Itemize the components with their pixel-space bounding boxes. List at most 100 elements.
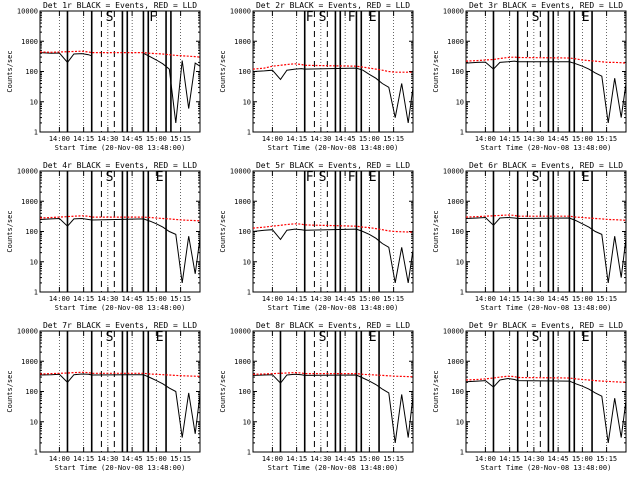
y-axis-label: Counts/sec bbox=[219, 370, 227, 412]
annotation-letter: S bbox=[106, 330, 114, 345]
panel-title: Det 8r BLACK = Events, RED = LLD bbox=[256, 321, 410, 330]
y-axis-label: Counts/sec bbox=[6, 210, 14, 252]
y-tick-label: 100 bbox=[238, 388, 251, 396]
lld-series-line bbox=[252, 63, 413, 73]
y-tick-label: 1 bbox=[460, 129, 464, 137]
y-tick-label: 10 bbox=[30, 258, 38, 266]
y-tick-label: 1000 bbox=[234, 198, 251, 206]
y-tick-label: 1 bbox=[247, 129, 251, 137]
panel-title: Det 7r BLACK = Events, RED = LLD bbox=[43, 321, 197, 330]
x-tick-label: 15:15 bbox=[383, 135, 404, 143]
plot-frame bbox=[465, 10, 627, 133]
x-tick-label: 15:00 bbox=[359, 295, 380, 303]
x-tick-label: 14:45 bbox=[548, 295, 569, 303]
y-tick-label: 1 bbox=[247, 449, 251, 457]
events-series-line bbox=[465, 216, 627, 283]
x-tick-label: 14:30 bbox=[97, 295, 118, 303]
annotation-letter: F bbox=[306, 170, 314, 185]
y-tick-label: 1000 bbox=[447, 358, 464, 366]
lld-series-line bbox=[465, 56, 627, 64]
plot-frame bbox=[39, 10, 201, 133]
x-tick-label: 14:30 bbox=[310, 295, 331, 303]
x-tick-label: 15:15 bbox=[383, 295, 404, 303]
plot-frame bbox=[39, 170, 201, 293]
x-tick-label: 15:00 bbox=[572, 455, 593, 463]
events-series-line bbox=[252, 373, 414, 443]
annotation-letter: S bbox=[319, 170, 327, 185]
x-tick-label: 14:00 bbox=[49, 295, 70, 303]
x-tick-label: 14:15 bbox=[73, 295, 94, 303]
y-tick-label: 1 bbox=[247, 289, 251, 297]
y-tick-label: 10000 bbox=[230, 168, 251, 176]
detector-panel-9: Det 9r BLACK = Events, RED = LLD 1 10 100 10… bbox=[432, 321, 627, 472]
panel-title: Det 4r BLACK = Events, RED = LLD bbox=[43, 161, 197, 170]
panel-title: Det 9r BLACK = Events, RED = LLD bbox=[469, 321, 623, 330]
events-series-line bbox=[39, 373, 201, 438]
x-tick-label: 14:00 bbox=[262, 135, 283, 143]
y-tick-label: 10000 bbox=[230, 8, 251, 16]
y-tick-label: 1000 bbox=[234, 38, 251, 46]
panel-title: Det 6r BLACK = Events, RED = LLD bbox=[469, 161, 623, 170]
y-tick-label: 10 bbox=[30, 418, 38, 426]
panel-title: Det 5r BLACK = Events, RED = LLD bbox=[256, 161, 410, 170]
x-tick-label: 14:15 bbox=[499, 135, 520, 143]
annotation-letter: E bbox=[582, 170, 590, 185]
x-tick-label: 14:00 bbox=[49, 455, 70, 463]
x-tick-label: 14:30 bbox=[523, 295, 544, 303]
x-axis-label: Start Time (20-Nov-08 13:48:00) bbox=[268, 304, 399, 312]
y-tick-label: 10 bbox=[243, 98, 251, 106]
x-axis-label: Start Time (20-Nov-08 13:48:00) bbox=[55, 464, 186, 472]
events-series-line bbox=[465, 377, 627, 443]
x-tick-label: 15:15 bbox=[170, 135, 191, 143]
events-series-line bbox=[39, 52, 201, 123]
annotation-letter: F bbox=[348, 170, 356, 185]
y-axis-label: Counts/sec bbox=[432, 210, 440, 252]
annotation-letter: S bbox=[106, 170, 114, 185]
y-axis-label: Counts/sec bbox=[432, 370, 440, 412]
events-series-line bbox=[39, 217, 201, 283]
x-tick-label: 14:00 bbox=[49, 135, 70, 143]
detector-panel-6: Det 6r BLACK = Events, RED = LLD 1 10 100 10… bbox=[432, 161, 627, 312]
y-tick-label: 10 bbox=[456, 258, 464, 266]
panel-title: Det 2r BLACK = Events, RED = LLD bbox=[256, 1, 410, 10]
annotation-letter: S bbox=[532, 170, 540, 185]
detector-panel-2: Det 2r BLACK = Events, RED = LLD 1 10 100 10… bbox=[219, 1, 414, 152]
detector-panel-5: Det 5r BLACK = Events, RED = LLD 1 10 100 10… bbox=[219, 161, 414, 312]
y-tick-label: 100 bbox=[25, 228, 38, 236]
annotation-letter: E bbox=[369, 10, 377, 25]
detector-panel-7: Det 7r BLACK = Events, RED = LLD 1 10 100 10… bbox=[6, 321, 201, 472]
detector-panel-3: Det 3r BLACK = Events, RED = LLD 1 10 100 10… bbox=[432, 1, 627, 152]
x-tick-label: 14:00 bbox=[262, 295, 283, 303]
y-tick-label: 10000 bbox=[17, 328, 38, 336]
x-tick-label: 15:00 bbox=[146, 455, 167, 463]
panel-title: Det 3r BLACK = Events, RED = LLD bbox=[469, 1, 623, 10]
x-tick-label: 15:15 bbox=[596, 295, 617, 303]
x-tick-label: 14:15 bbox=[73, 455, 94, 463]
y-axis-label: Counts/sec bbox=[432, 50, 440, 92]
annotation-letter: S bbox=[106, 10, 114, 25]
x-tick-label: 14:15 bbox=[286, 455, 307, 463]
y-tick-label: 10000 bbox=[17, 168, 38, 176]
annotation-letter: E bbox=[369, 330, 377, 345]
x-tick-label: 15:00 bbox=[572, 135, 593, 143]
x-tick-label: 14:45 bbox=[335, 295, 356, 303]
x-tick-label: 15:15 bbox=[596, 135, 617, 143]
plot-frame bbox=[465, 170, 627, 293]
y-axis-label: Counts/sec bbox=[6, 50, 14, 92]
x-tick-label: 14:45 bbox=[122, 135, 143, 143]
events-series-line bbox=[465, 60, 627, 123]
events-series-line bbox=[252, 228, 414, 283]
lld-series-line bbox=[252, 223, 414, 233]
y-tick-label: 1000 bbox=[21, 38, 38, 46]
x-tick-label: 14:00 bbox=[475, 135, 496, 143]
x-tick-label: 15:00 bbox=[146, 295, 167, 303]
x-tick-label: 15:15 bbox=[596, 455, 617, 463]
x-tick-label: 15:00 bbox=[359, 135, 380, 143]
y-tick-label: 10 bbox=[456, 98, 464, 106]
y-tick-label: 10000 bbox=[17, 8, 38, 16]
x-axis-label: Start Time (20-Nov-08 13:48:00) bbox=[481, 144, 612, 152]
y-tick-label: 1000 bbox=[21, 198, 38, 206]
x-tick-label: 14:15 bbox=[499, 295, 520, 303]
x-tick-label: 14:30 bbox=[310, 455, 331, 463]
